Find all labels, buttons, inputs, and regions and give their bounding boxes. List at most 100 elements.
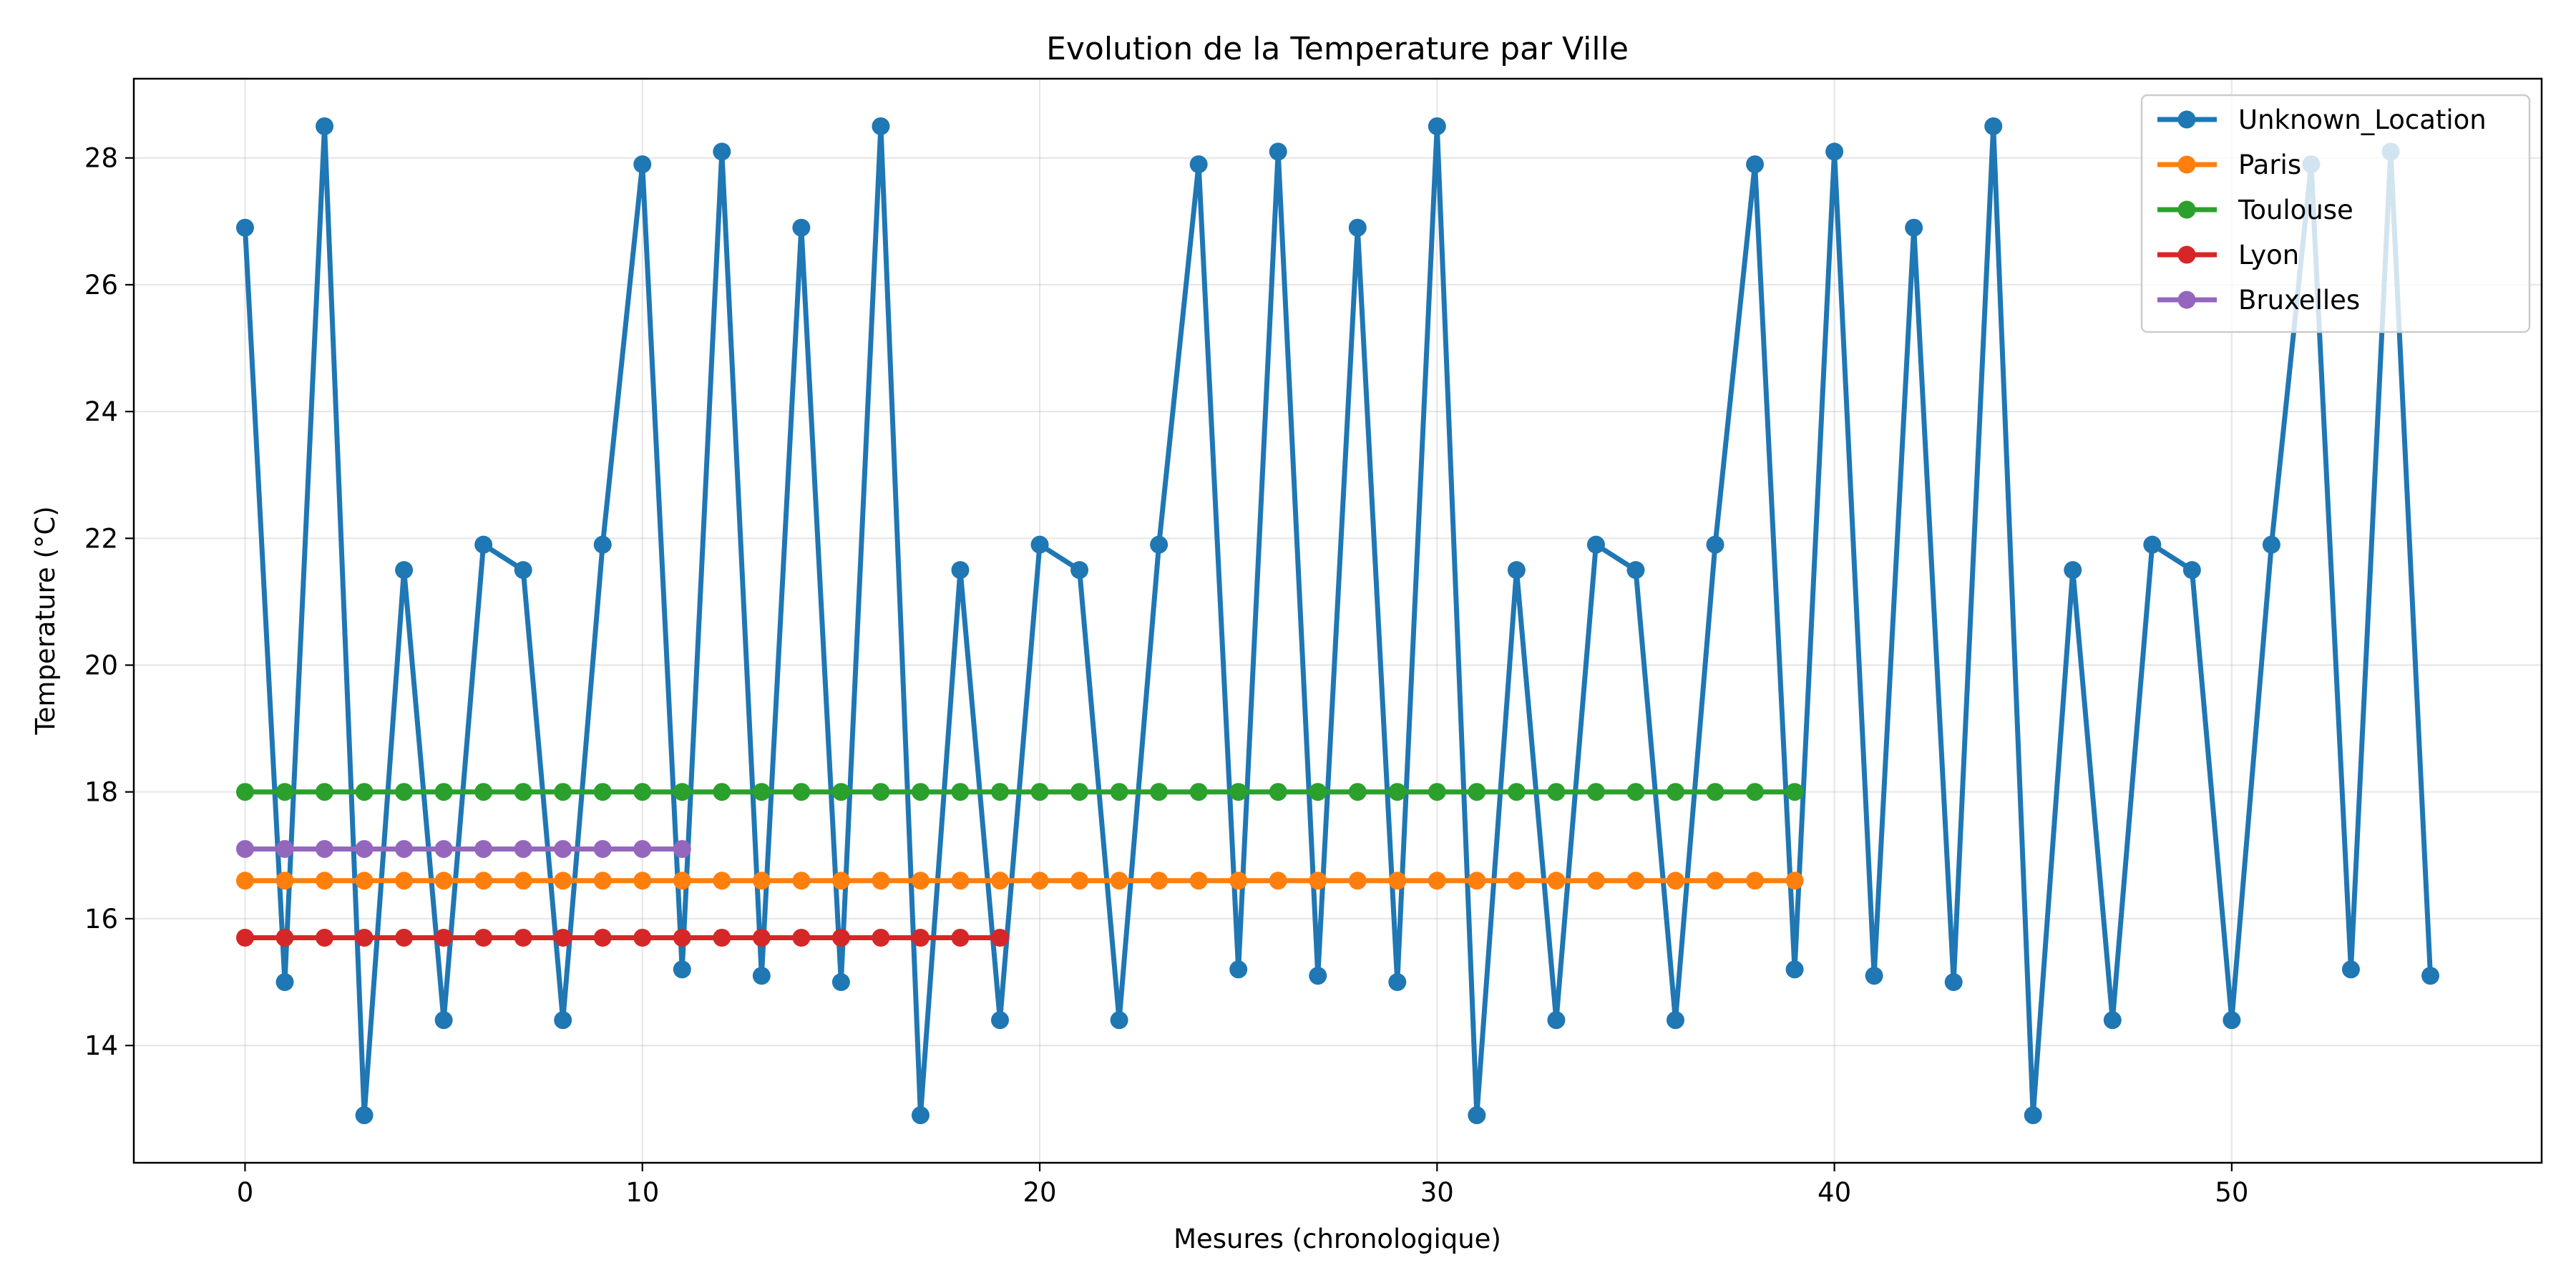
data-point [1229, 783, 1248, 801]
data-point [911, 872, 930, 890]
data-point [2341, 960, 2360, 979]
x-tick-label: 0 [237, 1177, 254, 1208]
data-point [1825, 142, 1844, 161]
data-point [1150, 783, 1169, 801]
data-point [951, 928, 970, 947]
data-point [235, 218, 254, 237]
y-tick-label: 20 [84, 650, 118, 681]
data-point [1785, 960, 1804, 979]
data-point [1468, 1106, 1486, 1125]
axis-ticks: 0 10 20 30 40 50 14 16 18 20 22 24 26 28 [84, 143, 2249, 1208]
data-point [872, 872, 890, 890]
legend-marker [2177, 110, 2196, 129]
data-point [1785, 783, 1804, 801]
legend-item: Unknown_Location [2157, 104, 2487, 135]
data-point [991, 872, 1010, 890]
data-point [355, 783, 374, 801]
data-point [1110, 783, 1128, 801]
series-toulouse [235, 783, 1804, 801]
data-point [355, 872, 374, 890]
data-point [1189, 783, 1208, 801]
y-tick-label: 14 [84, 1030, 118, 1061]
data-point [1388, 973, 1407, 991]
data-point [1626, 561, 1645, 580]
data-point [474, 872, 493, 890]
legend-item: Lyon [2157, 240, 2299, 270]
data-point [792, 218, 811, 237]
data-point [752, 872, 771, 890]
x-tick-label: 30 [1420, 1177, 1454, 1208]
data-point [1150, 872, 1169, 890]
data-point [514, 839, 532, 858]
data-point [951, 561, 970, 580]
data-point [1626, 872, 1645, 890]
data-point [1428, 117, 1446, 135]
data-point [673, 783, 691, 801]
series-unknown-location [235, 117, 2440, 1125]
data-point [951, 872, 970, 890]
data-point [991, 783, 1010, 801]
data-point [474, 928, 493, 947]
data-point [911, 1106, 930, 1125]
x-tick-label: 50 [2215, 1177, 2248, 1208]
series-line [242, 123, 2434, 1118]
data-point [633, 839, 652, 858]
y-tick-label: 22 [84, 523, 118, 554]
data-point [872, 117, 890, 135]
data-point [2262, 535, 2280, 554]
data-point [474, 535, 493, 554]
data-point [1547, 872, 1566, 890]
data-point [713, 928, 731, 947]
data-point [1507, 561, 1526, 580]
series-bruxelles [235, 839, 691, 858]
y-tick-label: 18 [84, 777, 118, 808]
data-point [1586, 783, 1605, 801]
data-point [1785, 872, 1804, 890]
data-point [434, 872, 453, 890]
data-point [316, 783, 334, 801]
data-point [831, 783, 850, 801]
data-point [434, 928, 453, 947]
legend-marker [2177, 155, 2196, 174]
data-point [831, 928, 850, 947]
data-point [1110, 872, 1128, 890]
data-point [554, 1011, 572, 1030]
data-point [275, 928, 294, 947]
data-point [1626, 783, 1645, 801]
data-point [554, 839, 572, 858]
legend-label: Paris [2238, 150, 2301, 180]
data-point [514, 928, 532, 947]
data-point [792, 928, 811, 947]
data-point [1746, 872, 1765, 890]
data-point [593, 928, 612, 947]
chart-title: Evolution de la Temperature par Ville [1046, 31, 1629, 67]
legend-box [2140, 94, 2531, 333]
data-point [713, 783, 731, 801]
data-point [1229, 960, 1248, 979]
data-point [713, 872, 731, 890]
legend: Unknown_Location Paris Toulouse Lyon Bruxell… [2140, 94, 2531, 333]
y-tick-label: 24 [84, 396, 118, 427]
x-tick-label: 40 [1818, 1177, 1851, 1208]
data-point [2182, 561, 2201, 580]
data-point [395, 561, 414, 580]
data-point [752, 783, 771, 801]
data-point [1150, 535, 1169, 554]
data-point [1388, 783, 1407, 801]
data-point [1309, 967, 1327, 985]
data-point [673, 872, 691, 890]
data-point [434, 839, 453, 858]
data-point [633, 155, 652, 174]
legend-label: Bruxelles [2238, 285, 2360, 316]
data-point [1666, 1011, 1684, 1030]
data-point [514, 561, 532, 580]
data-point [1269, 142, 1287, 161]
data-point [316, 928, 334, 947]
legend-item: Paris [2157, 150, 2301, 180]
data-point [275, 839, 294, 858]
data-point [1309, 783, 1327, 801]
plot-frame [132, 77, 2543, 1164]
data-point [474, 839, 493, 858]
data-point [1706, 535, 1724, 554]
